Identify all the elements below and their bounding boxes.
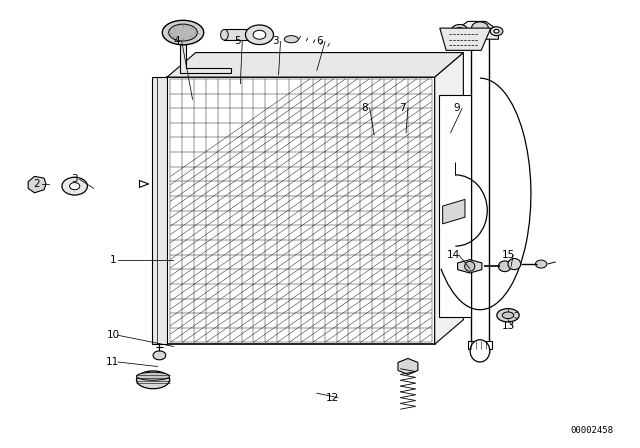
Ellipse shape bbox=[169, 24, 197, 41]
Circle shape bbox=[472, 22, 488, 34]
Polygon shape bbox=[458, 260, 482, 273]
Ellipse shape bbox=[163, 20, 204, 45]
Circle shape bbox=[490, 27, 503, 36]
Text: 1: 1 bbox=[109, 254, 116, 265]
Ellipse shape bbox=[465, 261, 475, 271]
Text: 12: 12 bbox=[326, 392, 339, 403]
Ellipse shape bbox=[536, 260, 547, 268]
Ellipse shape bbox=[247, 30, 259, 40]
Circle shape bbox=[153, 351, 166, 360]
Bar bbox=[225, 30, 253, 40]
Bar bbox=[167, 77, 435, 344]
Polygon shape bbox=[180, 44, 231, 73]
Ellipse shape bbox=[136, 372, 170, 380]
Polygon shape bbox=[398, 358, 418, 375]
Circle shape bbox=[246, 25, 273, 44]
Ellipse shape bbox=[502, 312, 514, 319]
Circle shape bbox=[451, 25, 468, 36]
Text: 14: 14 bbox=[447, 250, 460, 260]
Text: 4: 4 bbox=[173, 36, 180, 47]
Ellipse shape bbox=[470, 340, 490, 362]
Bar bbox=[468, 340, 492, 349]
Bar bbox=[152, 77, 167, 344]
Circle shape bbox=[62, 177, 88, 195]
Text: 13: 13 bbox=[501, 321, 515, 332]
Text: 7: 7 bbox=[399, 103, 406, 113]
Text: 6: 6 bbox=[317, 36, 323, 47]
Polygon shape bbox=[435, 52, 463, 344]
Text: 00002458: 00002458 bbox=[570, 426, 613, 435]
Polygon shape bbox=[443, 199, 465, 224]
Ellipse shape bbox=[497, 309, 519, 322]
Polygon shape bbox=[167, 52, 463, 77]
Text: 8: 8 bbox=[362, 103, 368, 113]
Circle shape bbox=[253, 30, 266, 39]
Text: 15: 15 bbox=[501, 250, 515, 260]
Bar bbox=[438, 95, 471, 318]
Polygon shape bbox=[440, 28, 491, 50]
Bar bbox=[471, 35, 489, 353]
Text: 2: 2 bbox=[33, 179, 40, 189]
Text: 3: 3 bbox=[71, 174, 78, 185]
Polygon shape bbox=[28, 177, 46, 193]
Text: 11: 11 bbox=[106, 357, 120, 367]
Circle shape bbox=[70, 183, 80, 190]
Text: 5: 5 bbox=[234, 36, 241, 47]
Ellipse shape bbox=[508, 258, 521, 270]
Circle shape bbox=[456, 28, 463, 33]
Polygon shape bbox=[455, 22, 499, 39]
Text: 10: 10 bbox=[106, 330, 120, 340]
Ellipse shape bbox=[284, 36, 298, 43]
Ellipse shape bbox=[221, 30, 228, 40]
Text: 9: 9 bbox=[454, 103, 460, 113]
Circle shape bbox=[494, 30, 499, 33]
Text: 3: 3 bbox=[272, 36, 278, 47]
Ellipse shape bbox=[136, 371, 170, 389]
Ellipse shape bbox=[499, 261, 511, 271]
